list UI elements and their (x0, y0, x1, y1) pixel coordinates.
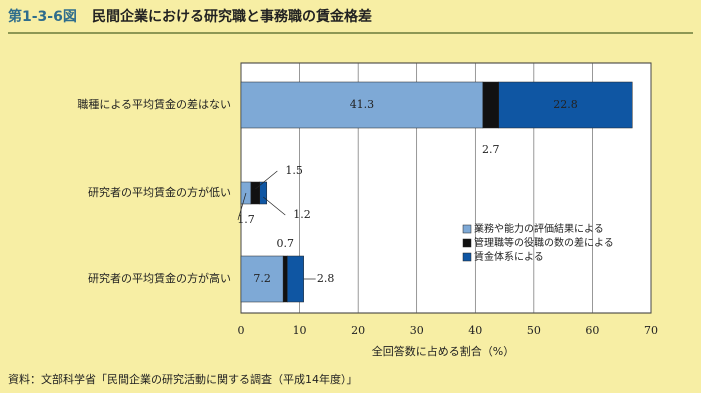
legend-swatch (462, 238, 472, 248)
leader-line (263, 196, 286, 216)
bar-segment (259, 181, 268, 205)
category-label: 職種による平均賃金の差はない (77, 97, 231, 111)
value-label: 2.7 (482, 143, 500, 156)
leader-line (255, 170, 278, 190)
x-tick-label: 20 (351, 324, 365, 337)
x-tick-label: 50 (527, 324, 541, 337)
bar-segment (240, 81, 484, 129)
value-label: 1.7 (237, 213, 255, 226)
chart-title: 民間企業における研究職と事務職の賃金格差 (92, 8, 372, 25)
x-tick-label: 40 (468, 324, 482, 337)
category-label: 研究者の平均賃金の方が低い (88, 185, 231, 199)
x-tick-label: 0 (238, 324, 245, 337)
bar-segment (240, 255, 284, 303)
bar-segment (287, 255, 304, 303)
bar-segment (498, 81, 633, 129)
value-label: 1.2 (293, 208, 311, 221)
value-label: 7.2 (253, 272, 271, 285)
bar-segment (250, 181, 260, 205)
value-label: 22.8 (553, 98, 578, 111)
x-axis-title: 全回答数に占める割合（%） (372, 344, 514, 358)
legend-label: 賃金体系による (474, 250, 544, 263)
value-label: 2.8 (317, 272, 335, 285)
leader-line (237, 192, 247, 221)
value-label: 0.7 (276, 237, 294, 250)
legend-swatch (462, 252, 472, 262)
bar-segment (482, 81, 499, 129)
value-label: 41.3 (350, 98, 375, 111)
legend-swatch (462, 224, 472, 234)
legend-label: 業務や能力の評価結果による (474, 222, 604, 235)
x-tick-label: 70 (644, 324, 658, 337)
x-tick-label: 30 (410, 324, 424, 337)
x-tick-label: 10 (293, 324, 307, 337)
bar-segment (282, 255, 288, 303)
legend-label: 管理職等の役職の数の差による (474, 236, 614, 249)
source: 資料：文部科学省「民間企業の研究活動に関する調査（平成14年度）」 (8, 372, 358, 386)
category-label: 研究者の平均賃金の方が高い (88, 271, 231, 285)
x-tick-label: 60 (585, 324, 599, 337)
figure-label: 第1-3-6図 (8, 8, 77, 25)
value-label: 1.5 (285, 164, 303, 177)
